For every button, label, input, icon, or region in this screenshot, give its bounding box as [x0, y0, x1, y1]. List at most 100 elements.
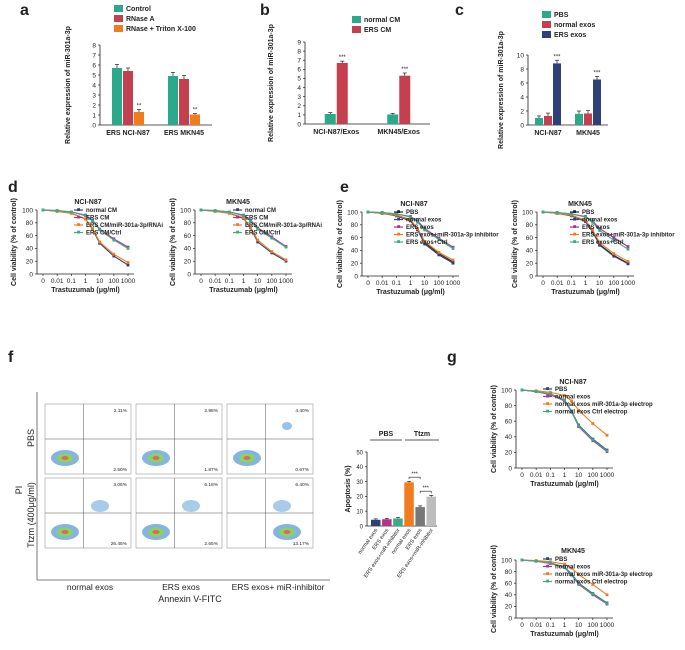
quadrant-value: 6.40%: [295, 482, 309, 488]
y-tick-label: 0: [354, 273, 358, 280]
data-point: [380, 211, 384, 215]
series-line: [521, 389, 608, 452]
y-tick-label: 40: [526, 248, 534, 255]
legend-marker: [573, 210, 576, 213]
legend-label: normal exos: [555, 395, 591, 401]
density-peak: [243, 456, 251, 460]
y-tick-label: 20: [505, 604, 513, 611]
chart-title: NCI-N87: [74, 199, 101, 206]
significance-mark: ***: [422, 486, 429, 492]
y-tick-label: 7: [297, 58, 301, 65]
y-tick-label: 100: [501, 387, 512, 394]
data-point: [570, 399, 573, 403]
y-axis-label: Cell viability (% of control): [170, 198, 177, 286]
data-point: [520, 388, 524, 392]
panel-letter: d: [8, 179, 18, 196]
legend-marker: [546, 402, 549, 405]
x-tick-label: 100: [587, 622, 598, 629]
data-point: [605, 433, 609, 437]
y-tick-label: 80: [505, 403, 513, 410]
x-axis-label: Trastuzumab (μg/ml): [551, 289, 619, 296]
y-tick-label: 20: [351, 261, 359, 268]
legend-marker: [77, 215, 80, 219]
data-point: [98, 240, 102, 244]
legend-label: RNase A: [126, 16, 155, 23]
y-tick-label: 6: [92, 62, 96, 69]
y-tick-label: 40: [505, 434, 513, 441]
data-point: [270, 250, 274, 253]
x-tick-label: 100: [266, 278, 277, 285]
y-tick-label: 0: [92, 122, 96, 129]
data-point: [563, 562, 566, 566]
legend-label: PBS: [406, 210, 418, 216]
x-tick-label: 0: [520, 472, 524, 479]
legend-marker: [77, 208, 80, 211]
significance-mark: **: [193, 108, 198, 114]
data-point: [256, 227, 260, 231]
data-point: [577, 582, 581, 586]
y-axis-label: Cell viability (% of control): [337, 200, 344, 288]
x-tick-label: 0: [366, 280, 370, 287]
data-point: [84, 214, 87, 218]
y-axis-label: Apoptosis (%): [345, 465, 352, 512]
data-point: [126, 247, 130, 250]
category-label: MKN45: [576, 130, 600, 137]
data-point: [612, 254, 616, 258]
data-point: [213, 209, 217, 213]
y-tick-label: 40: [505, 592, 513, 599]
y-tick-label: 10: [517, 52, 525, 59]
series-line: [42, 209, 129, 263]
x-tick-label: 1000: [121, 278, 136, 285]
legend-marker: [546, 572, 549, 575]
legend-label: normal exos: [554, 22, 595, 29]
legend-marker: [397, 232, 400, 236]
y-tick-label: 80: [505, 569, 513, 576]
legend-label: ERS exos+miR-301a-3p inhibitor: [582, 233, 675, 239]
data-point: [591, 438, 595, 442]
x-axis-label: Trastuzumab (μg/ml): [530, 631, 598, 638]
data-point: [394, 212, 398, 216]
x-tick-label: 1: [409, 280, 413, 287]
y-tick-label: 0: [297, 121, 301, 128]
bar-chart-c: 0 2 4 6 8 10 Relative expression of miR-301a-3…: [498, 11, 608, 149]
quadrant-value: 4.40%: [295, 408, 309, 414]
x-tick-label: 1: [563, 622, 567, 629]
group-label: PBS: [379, 431, 394, 438]
data-point: [112, 252, 116, 256]
data-point: [242, 216, 245, 220]
significance-mark: ***: [339, 55, 347, 61]
y-tick-label: 60: [505, 581, 513, 588]
legend-label: ERS exos+miR-301a-3p inhibitor: [406, 233, 499, 239]
bar: [382, 519, 392, 526]
legend-marker: [236, 215, 239, 219]
col-label: normal exos: [67, 582, 113, 592]
data-point: [55, 209, 59, 213]
density-peak: [61, 456, 69, 460]
data-point: [126, 263, 130, 267]
bar: [134, 112, 144, 125]
data-point: [112, 238, 116, 242]
data-point: [84, 217, 87, 221]
bar: [179, 79, 189, 125]
x-tick-label: 10: [575, 622, 583, 629]
x-tick-label: 0: [520, 622, 524, 629]
y-axis-label: Cell viability (% of control): [491, 385, 498, 473]
legend-label: normal exos Ctrl electrop: [555, 410, 628, 416]
bar: [123, 71, 133, 125]
data-point: [534, 390, 538, 393]
legend-label: ERS exos: [554, 32, 586, 39]
series-line: [521, 559, 608, 604]
bar: [593, 79, 601, 125]
x-tick-label: 1000: [446, 280, 461, 287]
legend-label: normal CM: [364, 17, 400, 24]
legend-label: PBS: [582, 210, 594, 216]
y-tick-label: 1: [92, 112, 96, 119]
data-point: [591, 582, 595, 586]
data-point: [591, 220, 594, 224]
quadrant-value: 0.67%: [295, 467, 309, 473]
legend-marker: [397, 217, 400, 221]
